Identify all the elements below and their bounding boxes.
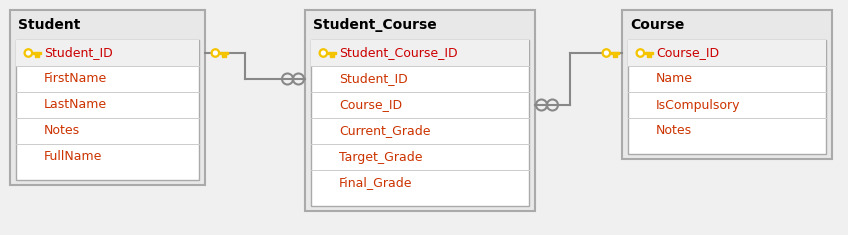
- Circle shape: [214, 51, 217, 55]
- FancyBboxPatch shape: [311, 40, 529, 206]
- Text: Notes: Notes: [44, 125, 80, 137]
- FancyBboxPatch shape: [311, 40, 529, 66]
- Text: FirstName: FirstName: [44, 73, 107, 86]
- Circle shape: [605, 51, 608, 55]
- Text: Student_ID: Student_ID: [339, 73, 408, 86]
- Bar: [647, 54, 649, 57]
- Bar: [37, 54, 39, 57]
- Text: IsCompulsory: IsCompulsory: [656, 98, 740, 111]
- FancyBboxPatch shape: [16, 40, 199, 66]
- Circle shape: [321, 51, 326, 55]
- Bar: [611, 52, 619, 54]
- FancyBboxPatch shape: [628, 40, 826, 66]
- Bar: [331, 54, 332, 57]
- Bar: [32, 52, 41, 54]
- FancyBboxPatch shape: [16, 40, 199, 180]
- Circle shape: [319, 49, 327, 57]
- Circle shape: [25, 49, 32, 57]
- Text: Course_ID: Course_ID: [339, 98, 402, 111]
- Text: Final_Grade: Final_Grade: [339, 176, 412, 189]
- Circle shape: [639, 51, 642, 55]
- Bar: [220, 52, 228, 54]
- Bar: [225, 54, 226, 57]
- Circle shape: [602, 49, 611, 57]
- Text: Target_Grade: Target_Grade: [339, 150, 422, 164]
- Bar: [327, 52, 336, 54]
- Text: Current_Grade: Current_Grade: [339, 125, 431, 137]
- FancyBboxPatch shape: [10, 10, 205, 185]
- Text: Student_Course: Student_Course: [313, 18, 437, 32]
- Bar: [613, 54, 615, 57]
- Text: Notes: Notes: [656, 125, 692, 137]
- FancyBboxPatch shape: [628, 40, 826, 154]
- FancyBboxPatch shape: [305, 10, 535, 211]
- Bar: [616, 54, 617, 57]
- Bar: [222, 54, 224, 57]
- Bar: [650, 54, 651, 57]
- Bar: [36, 54, 37, 57]
- Bar: [644, 52, 653, 54]
- Text: Course: Course: [630, 18, 684, 32]
- Bar: [332, 54, 334, 57]
- Circle shape: [211, 49, 220, 57]
- Text: Student_ID: Student_ID: [44, 47, 113, 59]
- Text: Student_Course_ID: Student_Course_ID: [339, 47, 458, 59]
- Text: FullName: FullName: [44, 150, 103, 164]
- Text: Student: Student: [18, 18, 81, 32]
- Text: LastName: LastName: [44, 98, 107, 111]
- Text: Course_ID: Course_ID: [656, 47, 719, 59]
- FancyBboxPatch shape: [622, 10, 832, 159]
- Text: Name: Name: [656, 73, 693, 86]
- Circle shape: [636, 49, 644, 57]
- Circle shape: [26, 51, 31, 55]
